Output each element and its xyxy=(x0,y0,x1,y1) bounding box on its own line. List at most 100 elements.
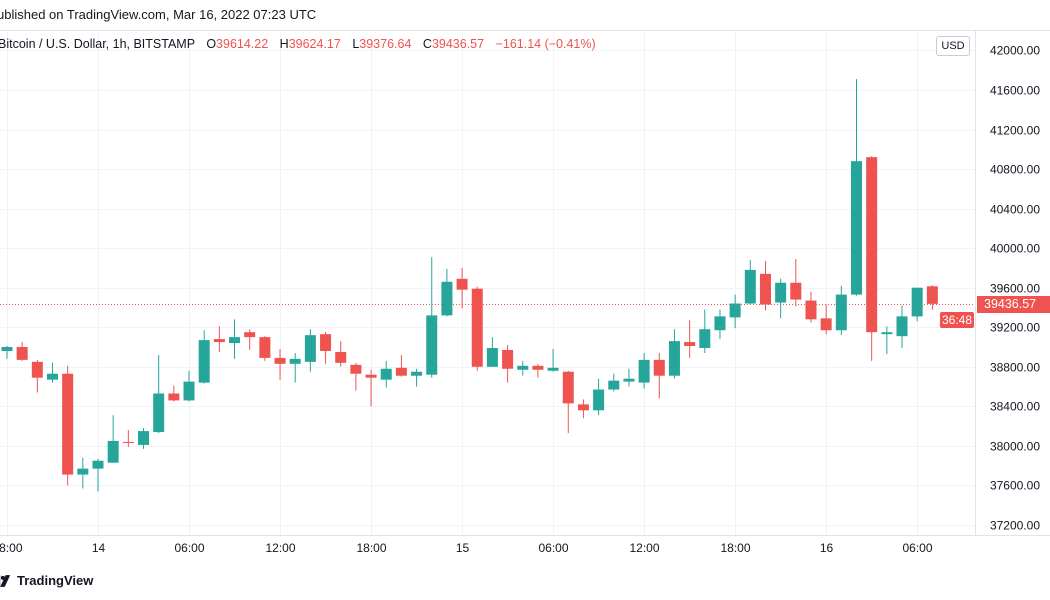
candle-up xyxy=(623,368,635,387)
candle-body xyxy=(896,316,908,337)
candle-body xyxy=(623,378,635,382)
candle-body xyxy=(168,393,180,401)
candle-body xyxy=(729,303,741,318)
candle-body xyxy=(31,361,43,378)
candle-down xyxy=(562,370,574,434)
candle-up xyxy=(411,368,423,387)
candle-down xyxy=(16,342,28,361)
candle-down xyxy=(577,399,589,419)
candle-body xyxy=(532,365,544,370)
price-tick-label: 39200.00 xyxy=(990,321,1040,335)
bar-countdown: 36:48 xyxy=(940,312,974,328)
candle-body xyxy=(502,349,514,369)
candle-body xyxy=(456,278,468,290)
tradingview-logo[interactable]: TradingView xyxy=(0,573,93,588)
candle-body xyxy=(608,380,620,390)
candle-down xyxy=(244,329,256,350)
time-tick-label: 15 xyxy=(456,541,470,555)
candle-body xyxy=(562,371,574,404)
candle-up xyxy=(729,294,741,329)
price-axis[interactable]: 37200.00 37600.00 38000.00 38400.00 38800.00… xyxy=(990,44,1040,533)
candle-up xyxy=(183,370,195,402)
candle-body xyxy=(213,339,225,343)
candle-down xyxy=(395,354,407,377)
tradingview-brand: TradingView xyxy=(17,573,94,588)
candle-up xyxy=(775,278,787,319)
time-axis[interactable]: 18:00 14 06:00 12:00 18:00 15 06:00 12:00 18:00 1… xyxy=(0,541,933,555)
candle-down xyxy=(274,349,286,380)
price-tick-label: 38000.00 xyxy=(990,440,1040,454)
candle-body xyxy=(866,157,878,333)
candle-up xyxy=(441,268,453,317)
candle-down xyxy=(350,362,362,391)
candle-body xyxy=(274,357,286,364)
price-tick-label: 42000.00 xyxy=(990,44,1040,58)
published-caption: ublished on TradingView.com, Mar 16, 202… xyxy=(0,7,317,22)
candle-up xyxy=(198,330,210,384)
candle-body xyxy=(638,359,650,383)
candle-body xyxy=(714,316,726,331)
change-value: −161.14 (−0.41%) xyxy=(495,37,596,51)
candle-up xyxy=(638,352,650,389)
time-tick-label: 06:00 xyxy=(174,541,204,555)
candle-up xyxy=(138,428,150,449)
candle-down xyxy=(213,326,225,352)
candle-body xyxy=(122,441,134,443)
candle-down xyxy=(653,352,665,399)
last-price-label: 39436.57 xyxy=(977,296,1050,313)
symbol-title[interactable]: Bitcoin / U.S. Dollar, 1h, BITSTAMP xyxy=(0,37,195,51)
high-label: H xyxy=(279,37,289,51)
header-divider xyxy=(0,30,1050,31)
candlestick-chart[interactable]: 37200.00 37600.00 38000.00 38400.00 38800.00… xyxy=(0,0,1050,566)
candle-body xyxy=(198,340,210,383)
candle-up xyxy=(851,79,862,296)
time-tick-label: 18:00 xyxy=(0,541,23,555)
time-tick-label: 12:00 xyxy=(629,541,659,555)
price-tick-label: 38800.00 xyxy=(990,361,1040,375)
candle-body xyxy=(668,341,680,376)
high-value: 39624.17 xyxy=(288,37,341,51)
candle-up xyxy=(744,260,756,305)
candle-body xyxy=(881,332,893,335)
open-value: 39614.22 xyxy=(216,37,269,51)
candle-body xyxy=(335,351,347,363)
candle-body xyxy=(62,373,74,475)
candle-down xyxy=(456,267,468,309)
price-tick-label: 38400.00 xyxy=(990,400,1040,414)
candle-body xyxy=(153,393,165,433)
candle-body xyxy=(304,335,316,362)
last-price-value: 39436.57 xyxy=(984,297,1037,311)
candle-body xyxy=(259,337,271,358)
candle-up xyxy=(608,373,620,392)
candle-body xyxy=(395,367,407,376)
price-tick-label: 37200.00 xyxy=(990,519,1040,533)
candle-up xyxy=(835,285,847,336)
candle-body xyxy=(911,287,923,317)
candle-up xyxy=(896,305,908,349)
time-tick-label: 18:00 xyxy=(356,541,386,555)
price-tick-label: 40400.00 xyxy=(990,203,1040,217)
candle-body xyxy=(593,389,605,411)
candle-down xyxy=(471,286,483,371)
time-tick-label: 06:00 xyxy=(538,541,568,555)
candle-body xyxy=(653,359,665,376)
grid-lines xyxy=(0,30,975,535)
price-tick-label: 37600.00 xyxy=(990,479,1040,493)
candle-up xyxy=(426,257,438,378)
candle-down xyxy=(259,336,271,361)
candle-body xyxy=(577,404,589,411)
candle-down xyxy=(122,430,134,447)
candle-body xyxy=(744,269,756,304)
candle-up xyxy=(77,457,89,489)
candle-down xyxy=(502,345,514,383)
candle-body xyxy=(77,468,89,475)
candle-down xyxy=(820,304,832,335)
candle-down xyxy=(320,332,332,364)
candle-body xyxy=(699,329,711,349)
currency-button[interactable]: USD xyxy=(936,36,970,56)
candle-up xyxy=(699,309,711,353)
candle-body xyxy=(426,315,438,375)
candle-body xyxy=(441,281,453,316)
candle-body xyxy=(244,332,256,338)
time-tick-label: 06:00 xyxy=(902,541,932,555)
